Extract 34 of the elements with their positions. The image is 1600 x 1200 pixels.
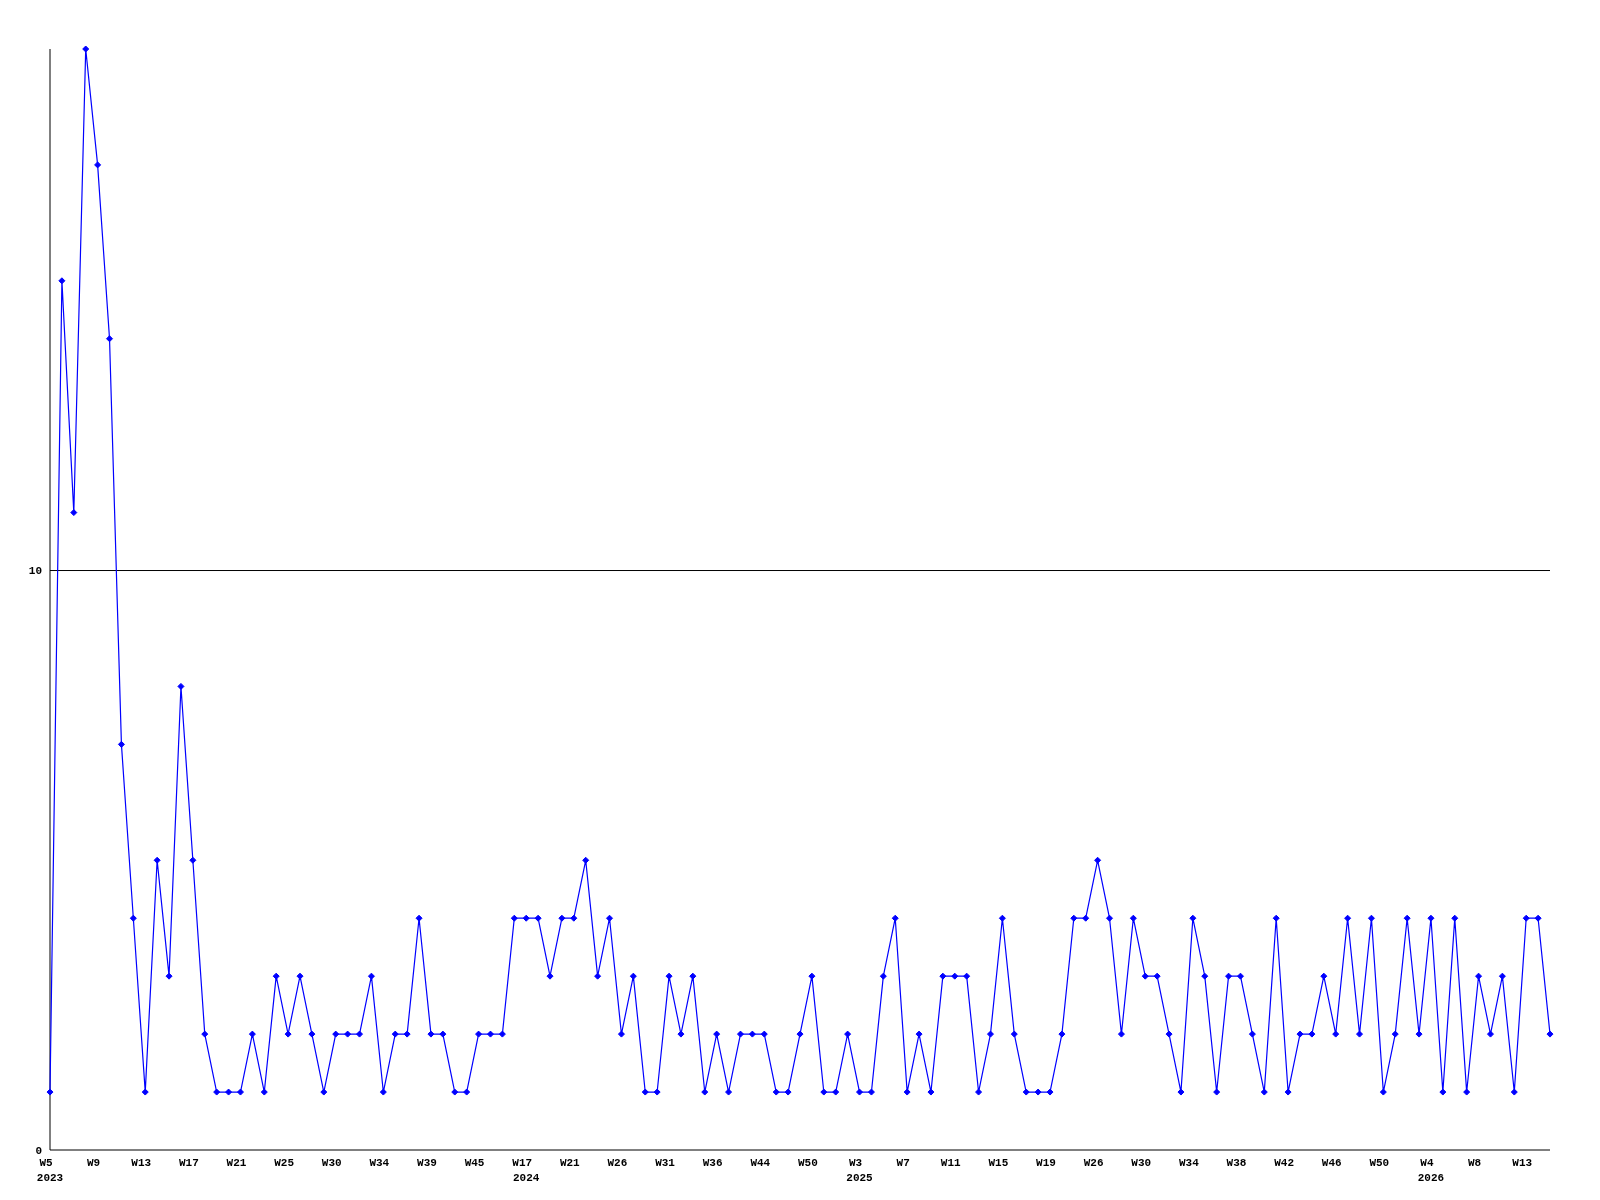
x-tick-label: W8 bbox=[1467, 1157, 1482, 1169]
x-tick-label: W9 bbox=[87, 1157, 101, 1169]
y-tick-label: 10 bbox=[28, 565, 42, 578]
x-tick-label: W36 bbox=[702, 1157, 723, 1169]
x-tick-label: W34 bbox=[369, 1157, 390, 1169]
x-tick-label: W38 bbox=[1226, 1157, 1247, 1169]
x-tick-label: W44 bbox=[750, 1157, 771, 1169]
x-tick-label: W30 bbox=[321, 1157, 342, 1169]
x-tick-label: W17 bbox=[178, 1157, 199, 1169]
x-tick-label: W26 bbox=[1083, 1157, 1104, 1169]
x-tick-label: W21 bbox=[226, 1157, 247, 1169]
x-tick-label: W25 bbox=[274, 1157, 295, 1169]
x-tick-label: W50 bbox=[1369, 1157, 1390, 1169]
x-tick-label: W30 bbox=[1131, 1157, 1152, 1169]
x-tick-label: W3 2025 bbox=[846, 1157, 874, 1184]
x-tick-label: W19 bbox=[1036, 1157, 1056, 1169]
x-tick-label: W15 bbox=[988, 1157, 1009, 1169]
x-tick-label: W11 bbox=[940, 1157, 962, 1169]
y-tick-label: 0 bbox=[35, 1144, 42, 1157]
x-tick-label: W13 bbox=[131, 1157, 152, 1169]
x-tick-label: W7 bbox=[896, 1157, 910, 1169]
x-tick-label: W34 bbox=[1178, 1157, 1200, 1169]
x-tick-label: W17 2024 bbox=[512, 1157, 540, 1184]
x-tick-label: W4 2026 bbox=[1417, 1157, 1445, 1184]
x-tick-label: W13 bbox=[1512, 1157, 1533, 1169]
x-tick-label: W46 bbox=[1321, 1157, 1342, 1169]
x-tick-label: W5 2023 bbox=[36, 1157, 64, 1184]
x-tick-label: W39 bbox=[417, 1157, 437, 1169]
x-tick-label: W45 bbox=[464, 1157, 485, 1169]
x-tick-label: W42 bbox=[1274, 1157, 1294, 1169]
x-tick-label: W31 bbox=[655, 1157, 676, 1169]
x-tick-label: W26 bbox=[607, 1157, 628, 1169]
x-tick-label: W21 bbox=[559, 1157, 581, 1169]
x-tick-label: W50 bbox=[798, 1157, 818, 1169]
